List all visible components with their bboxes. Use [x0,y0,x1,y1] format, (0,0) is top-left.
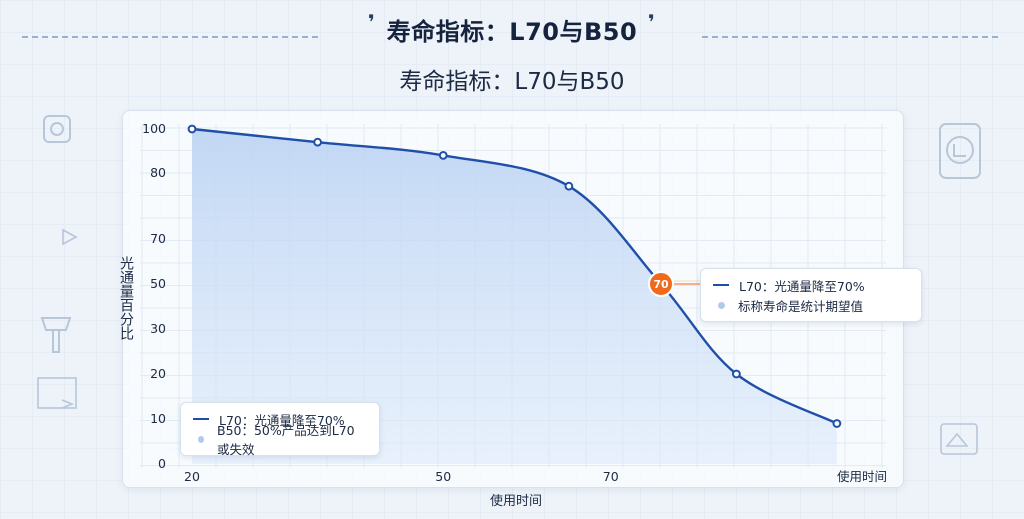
data-point [187,124,197,134]
play-icon [62,228,78,246]
y-tick-label: 50 [150,276,166,291]
header-dash-left [22,36,322,38]
data-point [313,137,323,147]
legend-label: L70：光通量降至70% [219,412,345,428]
x-tick-label: 50 [435,469,451,484]
highlight-point-label: 70 [653,278,669,291]
callout-item-rated-life: 标称寿命是统计期望值 [713,295,909,315]
y-tick-label: 0 [158,456,166,471]
quote-close-icon: ❜ [648,10,655,34]
data-point [832,419,842,428]
header-dash-right [702,36,1002,38]
y-tick-label: 70 [150,231,166,246]
panel-icon [37,377,77,409]
legend-item-l70: L70：光通量降至70% [193,409,367,429]
callout-item-l70: L70：光通量降至70% [713,275,909,295]
y-tick-label: 20 [150,366,166,381]
y-tick-label: 80 [150,165,166,180]
legend-bottom-left: L70：光通量降至70% B50：50%产品达到L70或失效 [180,402,380,457]
lamp-icon [40,317,72,353]
chart-card-icon [940,423,978,455]
y-tick-label: 100 [142,121,166,136]
y-axis-label: 光通量百分比 [118,256,134,340]
x-tick-label: 20 [184,469,200,484]
y-tick-label: 30 [150,321,166,336]
data-point [438,151,448,160]
y-tick-label: 10 [150,411,166,426]
legend-line-swatch [713,284,729,286]
chart-subtitle: 寿命指标：L70与B50 [399,69,625,95]
legend-callout: L70：光通量降至70% 标称寿命是统计期望值 [700,268,922,322]
frame-icon [43,115,71,143]
callout-label: 标称寿命是统计期望值 [738,298,864,314]
legend-item-b50: B50：50%产品达到L70或失效 [193,423,367,457]
data-point [564,181,574,191]
legend-label: B50：50%产品达到L70或失效 [217,423,355,457]
header-band: ❜ 寿命指标：L70与B50 ❜ [0,0,1024,46]
page-title: 寿命指标：L70与B50 [386,17,638,46]
x-axis-label: 使用时间 [490,494,543,509]
device-icon [939,123,981,179]
series-area [192,129,837,464]
callout-label: L70：光通量降至70% [739,278,865,294]
legend-dot-swatch [198,435,204,443]
legend-dot-swatch [718,301,725,309]
highlight-point [648,271,674,297]
quote-open-icon: ❜ [368,10,375,34]
legend-line-swatch [193,418,209,420]
x-tick-label: 使用时间 [837,469,887,484]
data-point [731,369,741,379]
x-tick-label: 70 [603,469,619,484]
